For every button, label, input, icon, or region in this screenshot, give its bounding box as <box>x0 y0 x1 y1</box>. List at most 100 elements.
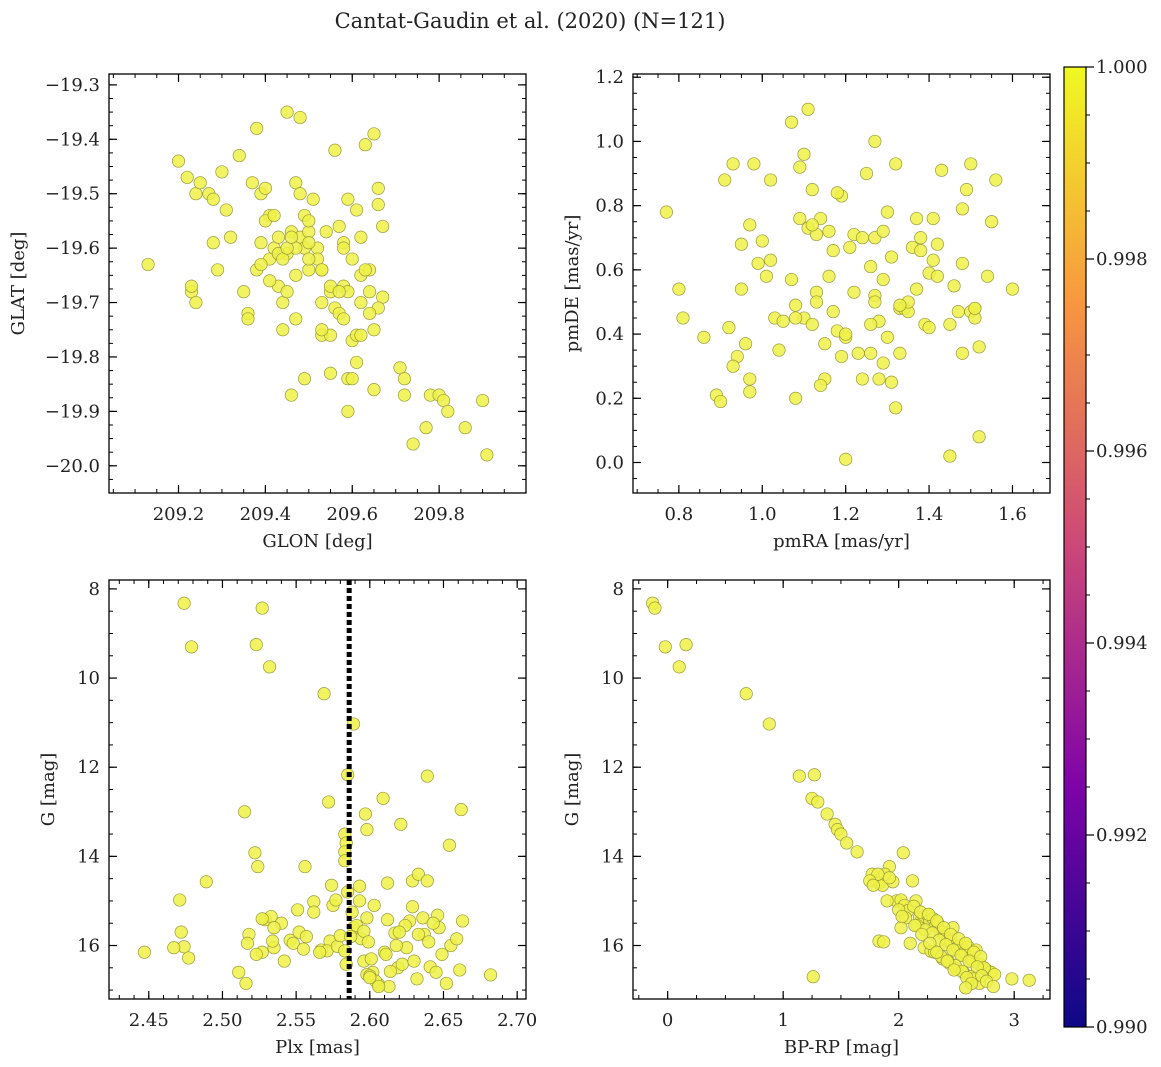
data-point <box>215 165 229 179</box>
x-axis-label: BP-RP [mag] <box>784 1037 899 1058</box>
data-point <box>341 404 355 418</box>
data-point <box>743 218 757 232</box>
data-point <box>371 198 385 212</box>
x-tick-label: 2.70 <box>497 1010 537 1031</box>
x-axis-label: Plx [mas] <box>275 1037 360 1058</box>
data-point <box>232 965 246 979</box>
data-point <box>371 181 385 195</box>
data-point <box>367 898 381 912</box>
data-point <box>880 894 894 908</box>
data-point <box>337 312 351 326</box>
data-point <box>328 143 342 157</box>
data-point <box>251 860 265 874</box>
data-point <box>851 346 865 360</box>
data-point <box>476 393 490 408</box>
data-point <box>648 601 662 615</box>
data-point <box>407 954 421 968</box>
data-point <box>914 231 928 245</box>
data-point <box>877 935 891 949</box>
colorbar: 1.000 0.998 0.996 0.994 0.992 0.990 <box>1063 57 1148 1038</box>
data-point <box>947 963 961 977</box>
data-point <box>429 965 443 979</box>
data-point <box>358 263 372 277</box>
data-point <box>240 936 255 950</box>
data-point <box>306 192 320 206</box>
data-point <box>254 236 268 250</box>
data-point <box>442 838 456 852</box>
data-point <box>820 807 834 821</box>
data-point <box>367 127 381 141</box>
data-point <box>435 947 449 961</box>
data-point <box>299 930 313 944</box>
data-point <box>249 947 263 961</box>
data-point <box>239 976 253 990</box>
data-point <box>959 981 973 995</box>
data-point <box>284 388 298 402</box>
y-tick-label: 0.4 <box>595 324 624 345</box>
x-tick-label: 2.50 <box>202 1010 242 1031</box>
data-point <box>406 437 420 451</box>
data-point <box>747 157 761 171</box>
data-point <box>985 215 999 229</box>
data-point <box>884 250 899 264</box>
data-point <box>866 878 880 892</box>
y-tick-label: 0.6 <box>595 260 624 281</box>
axes-frame <box>108 73 527 494</box>
data-point <box>880 205 894 219</box>
data-point <box>266 934 280 948</box>
data-point <box>679 638 693 652</box>
data-point <box>254 257 268 272</box>
data-point <box>436 393 451 408</box>
data-point <box>350 203 364 217</box>
data-point <box>189 187 203 201</box>
data-point <box>322 795 336 809</box>
data-point <box>354 295 368 310</box>
data-point <box>393 361 407 375</box>
x-tick-label: 0 <box>662 1010 673 1031</box>
data-point <box>935 163 949 177</box>
data-point <box>184 279 199 293</box>
data-point <box>893 298 907 312</box>
y-axis-label: G [mag] <box>38 753 59 826</box>
parallax-magnitude-panel: 2.45 2.50 2.55 2.60 2.65 2.70 8 10 12 14 16 Plx [ma… <box>38 579 537 1058</box>
data-point <box>167 941 181 955</box>
data-point <box>895 909 909 924</box>
data-point <box>964 157 978 171</box>
data-point <box>289 268 303 282</box>
data-point <box>189 295 203 310</box>
colorbar-tick-label: 0.994 <box>1096 633 1148 654</box>
data-point <box>1022 973 1036 987</box>
data-point <box>450 932 464 946</box>
y-tick-label: −19.6 <box>45 238 100 259</box>
data-point <box>922 321 936 335</box>
data-point <box>792 769 806 783</box>
data-point <box>419 421 433 435</box>
data-point <box>405 900 420 914</box>
data-point <box>329 893 343 907</box>
data-point <box>847 285 861 299</box>
x-tick-label: 209.4 <box>240 504 292 525</box>
y-tick-label: 12 <box>77 757 100 778</box>
data-point <box>793 160 807 174</box>
data-point <box>868 295 882 309</box>
data-point <box>263 660 277 674</box>
data-point <box>280 105 294 119</box>
data-point <box>380 876 395 890</box>
figure-title: Cantat-Gaudin et al. (2020) (N=121) <box>335 9 726 33</box>
data-point <box>764 253 778 267</box>
x-tick-label: 1.4 <box>915 504 944 525</box>
y-tick-label: 8 <box>613 579 624 600</box>
y-tick-label: 10 <box>77 668 100 689</box>
data-point <box>908 918 922 933</box>
data-point <box>739 337 753 351</box>
data-point <box>245 176 259 190</box>
data-point <box>926 253 940 267</box>
data-point <box>789 391 803 405</box>
data-point <box>915 927 929 941</box>
data-point <box>182 951 196 965</box>
x-axis-label: GLON [deg] <box>262 531 372 552</box>
data-point <box>199 875 213 889</box>
data-point <box>905 874 920 888</box>
data-point <box>814 378 828 392</box>
